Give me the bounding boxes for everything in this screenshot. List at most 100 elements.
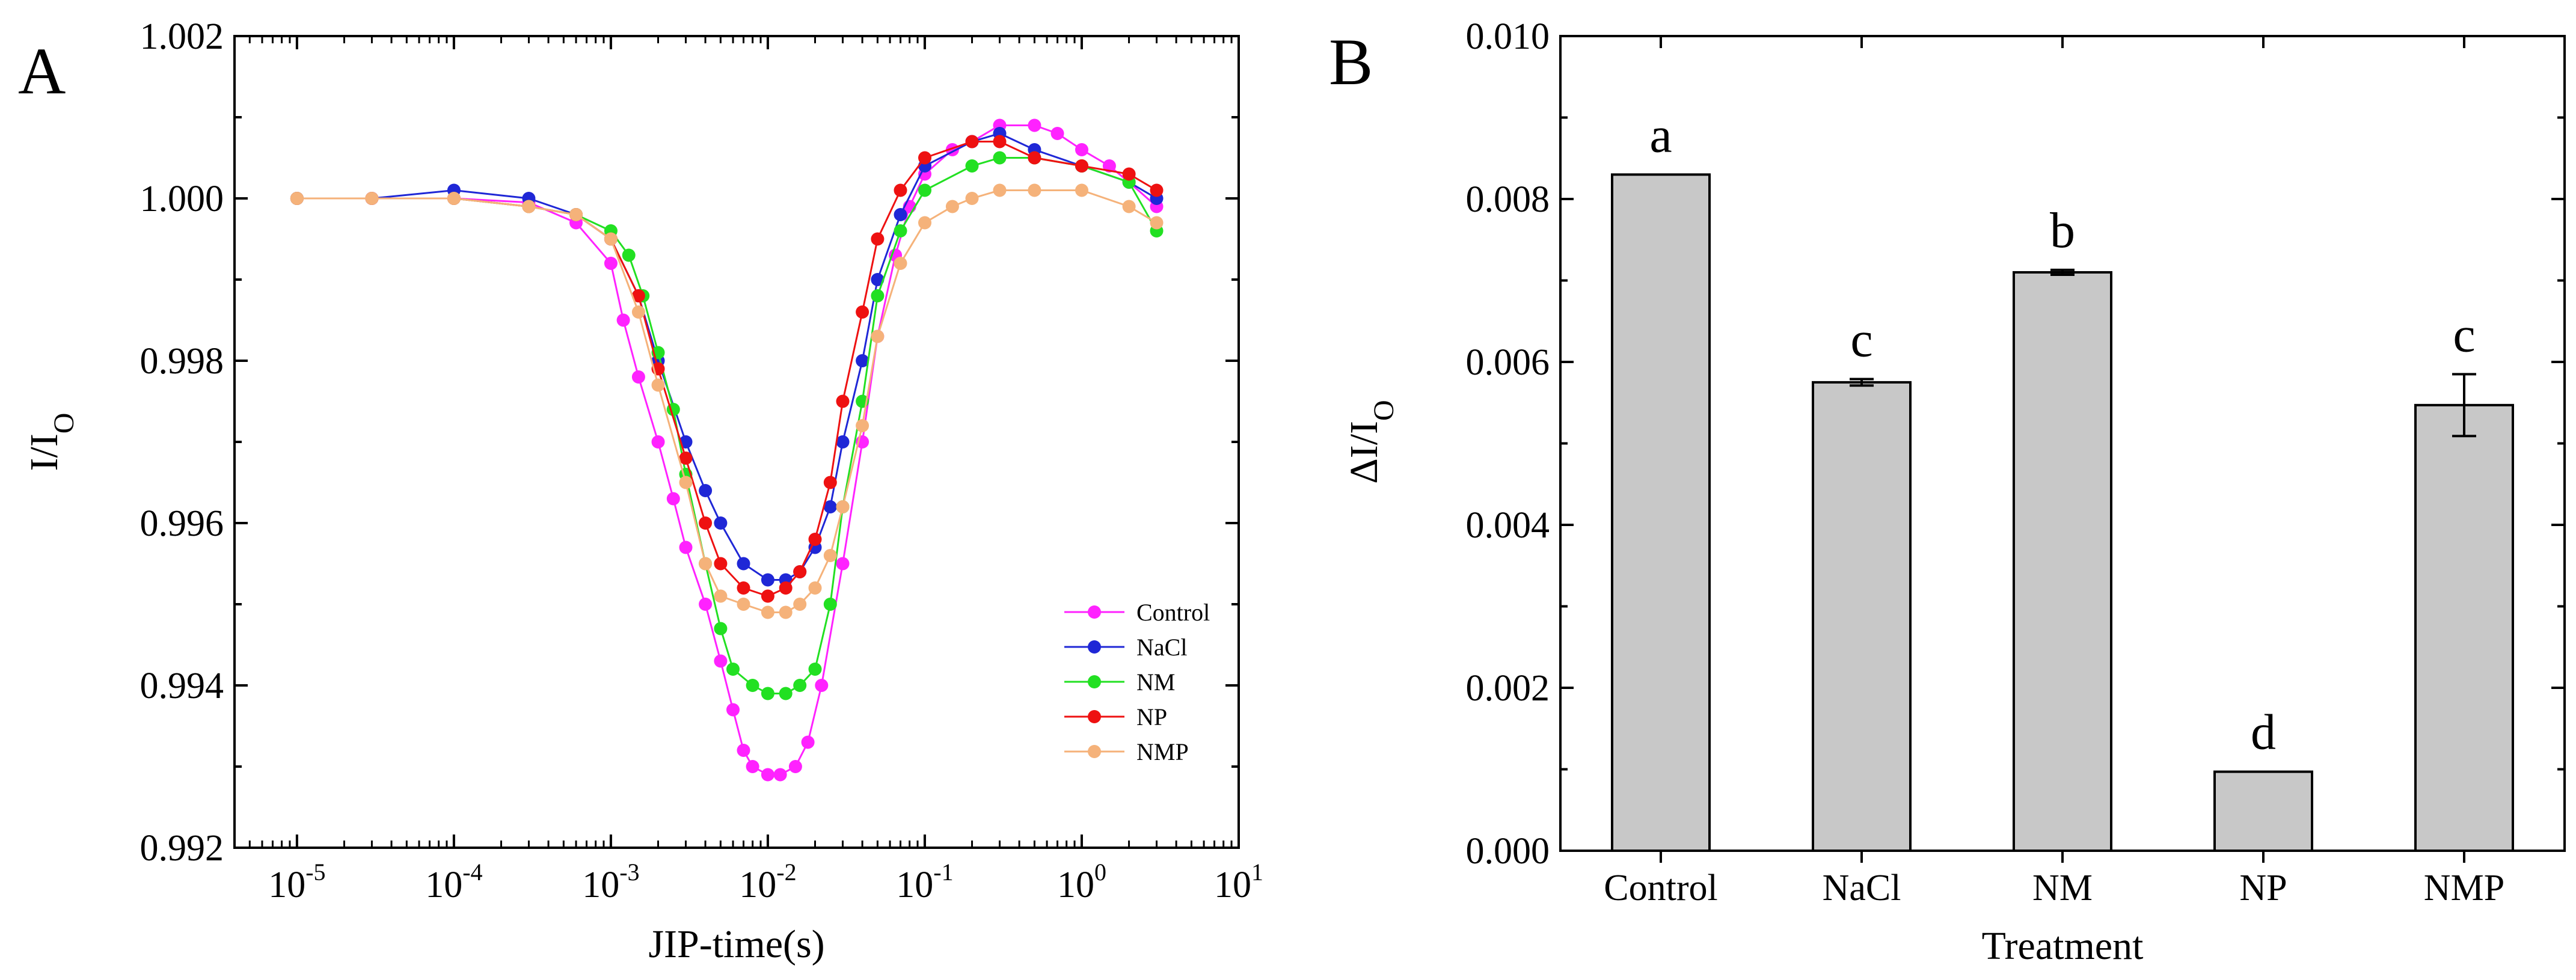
data-point-nm [726, 663, 740, 676]
series-nm [290, 151, 1164, 700]
series-control [290, 118, 1164, 782]
panel-a-y-axis-title: I/IO [22, 413, 80, 471]
data-point-nmp [894, 257, 907, 270]
data-point-nacl [823, 500, 837, 513]
x-category-label-nm: NM [2032, 868, 2093, 908]
data-point-nmp [699, 557, 713, 571]
legend-swatch-marker-nmp [1088, 745, 1101, 758]
panel-b-letter: B [1329, 25, 1373, 99]
data-point-np [918, 151, 931, 165]
data-point-control [737, 744, 750, 757]
data-point-control [616, 313, 630, 327]
data-point-np [856, 305, 869, 319]
data-point-control [726, 703, 740, 717]
data-point-nmp [1028, 183, 1041, 197]
data-point-np [1075, 159, 1088, 173]
panel-a-y-tick-label: 1.000 [140, 179, 224, 219]
data-point-nacl [737, 557, 750, 571]
data-point-np [779, 581, 793, 595]
series-nmp [290, 183, 1164, 619]
data-point-nmp [365, 192, 379, 205]
data-point-nm [714, 622, 728, 635]
data-point-nm [823, 598, 837, 611]
significance-letter-np: d [2251, 705, 2276, 761]
panel-a-x-tick-exponent: 1 [1251, 859, 1263, 886]
x-category-label-control: Control [1604, 868, 1717, 908]
panel-a-x-tick-base: 10 [1057, 865, 1094, 905]
data-point-nmp [1150, 216, 1164, 230]
legend-swatch-marker-np [1088, 710, 1101, 723]
panel-b-y-axis-ticks: 0.000 0.002 0.004 0.006 0.008 0.010 [1466, 16, 2565, 872]
legend-swatch-marker-control [1088, 605, 1101, 619]
data-point-control [1050, 127, 1064, 140]
data-point-nacl [761, 573, 774, 587]
data-point-control [666, 492, 680, 506]
data-point-np [894, 183, 907, 197]
data-point-nm [746, 679, 759, 692]
significance-letter-nacl: c [1850, 311, 1872, 367]
data-point-nmp [1075, 183, 1088, 197]
data-point-nmp [918, 216, 931, 230]
data-point-nmp [965, 192, 979, 205]
data-point-nm [761, 687, 774, 700]
data-point-nmp [651, 378, 665, 392]
data-point-np [823, 476, 837, 489]
data-point-np [808, 533, 822, 546]
panel-b-y-tick-label: 0.004 [1466, 505, 1550, 546]
data-point-np [679, 452, 693, 465]
data-point-nmp [856, 419, 869, 432]
panel-a-x-tick-exponent: -1 [933, 859, 953, 886]
legend-label-np: NP [1136, 703, 1167, 730]
panel-b-y-tick-label: 0.002 [1466, 668, 1550, 709]
series-line-nmp [296, 189, 1158, 613]
data-point-control [1075, 143, 1088, 156]
data-point-control [836, 557, 850, 571]
panel-a-x-tick-exponent: -3 [619, 859, 639, 886]
panel-a-x-tick-base: 10 [896, 865, 933, 905]
data-point-control [651, 435, 665, 449]
panel-a-x-tick-base: 10 [739, 865, 776, 905]
panel-a-y-tick-label: 0.992 [140, 828, 224, 869]
data-point-nmp [808, 581, 822, 595]
data-point-control [746, 760, 759, 773]
data-point-nmp [871, 329, 885, 343]
significance-letter-control: a [1649, 107, 1672, 163]
data-point-nmp [993, 183, 1007, 197]
panel-a-y-tick-label: 0.994 [140, 666, 224, 706]
panel-a-x-tick-base: 10 [1214, 865, 1251, 905]
data-point-nm [918, 183, 931, 197]
panel-b-y-tick-label: 0.006 [1466, 342, 1550, 383]
data-point-np [793, 565, 807, 578]
panel-a-x-tick-exponent: 0 [1094, 859, 1106, 886]
panel-a-x-tick-exponent: -2 [776, 859, 796, 886]
data-point-np [714, 557, 728, 571]
panel-b-x-axis-title: Treatment [1982, 924, 2144, 968]
panel-b-y-axis-title: ΔI/IO [1342, 400, 1400, 483]
panel-a-x-tick-label: 100 [1057, 859, 1106, 905]
data-point-control [699, 598, 713, 611]
panel-a-x-tick-exponent: -4 [462, 859, 482, 886]
data-point-np [699, 516, 713, 530]
bar-control [1611, 173, 1711, 853]
data-point-np [631, 289, 645, 302]
series-line-nacl [296, 132, 1158, 581]
panel-b-y-tick-label: 0.010 [1466, 16, 1550, 57]
panel-a-x-tick-base: 10 [582, 865, 619, 905]
legend-swatch-marker-nm [1088, 675, 1101, 688]
data-point-nacl [699, 484, 713, 497]
x-category-label-nmp: NMP [2424, 868, 2504, 908]
data-point-nmp [945, 200, 959, 213]
data-point-np [1150, 183, 1164, 197]
data-point-nm [779, 687, 793, 700]
data-point-control [773, 768, 787, 782]
panel-b-y-tick-label: 0.008 [1466, 179, 1550, 220]
legend-label-nacl: NaCl [1136, 634, 1187, 661]
data-point-np [965, 135, 979, 149]
data-point-nacl [894, 208, 907, 221]
data-point-control [801, 735, 815, 749]
data-point-nmp [569, 208, 583, 221]
data-point-nm [965, 159, 979, 173]
data-point-nmp [779, 605, 793, 619]
data-point-nm [808, 663, 822, 676]
